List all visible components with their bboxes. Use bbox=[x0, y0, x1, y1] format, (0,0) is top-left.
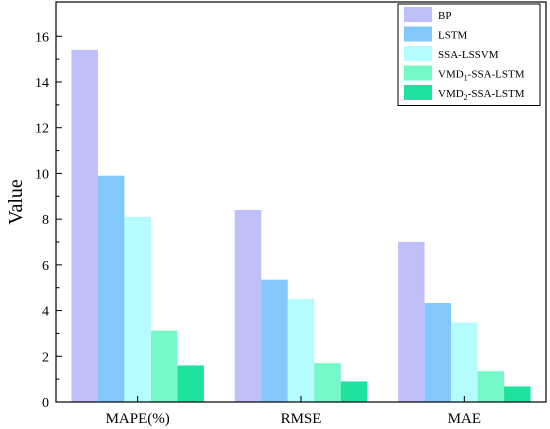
y-tick-label: 12 bbox=[35, 122, 49, 137]
x-tick-label: MAPE(%) bbox=[106, 411, 170, 427]
legend-label: LSTM bbox=[438, 30, 468, 42]
bar-4-0 bbox=[177, 365, 204, 402]
bar-2-2 bbox=[451, 322, 478, 402]
bar-1-0 bbox=[97, 175, 125, 402]
bar-3-1 bbox=[314, 363, 341, 402]
y-tick-label: 16 bbox=[35, 30, 49, 45]
x-tick-label: MAE bbox=[448, 411, 481, 427]
legend-swatch bbox=[404, 85, 432, 100]
legend: BP LSTM SSA-LSSVM VMD1-SSA-LSTM VMD2-SSA-LST… bbox=[397, 3, 541, 106]
legend-swatch bbox=[404, 46, 432, 61]
bar-1-1 bbox=[261, 279, 288, 402]
y-axis-ticks: 0 2 4 6 8 10 12 14 16 bbox=[35, 30, 62, 411]
bar-3-0 bbox=[150, 330, 178, 402]
bar-2-1 bbox=[287, 299, 315, 402]
y-tick-label: 8 bbox=[42, 213, 49, 228]
legend-label: VMD1-SSA-LSTM bbox=[438, 69, 525, 83]
bar-2-0 bbox=[124, 216, 151, 402]
y-tick-label: 14 bbox=[35, 76, 49, 91]
y-tick-label: 4 bbox=[42, 305, 49, 320]
bar-1-2 bbox=[424, 303, 452, 402]
y-tick-label: 0 bbox=[42, 396, 49, 411]
x-tick-label: RMSE bbox=[281, 411, 322, 427]
bar-0-2 bbox=[398, 242, 425, 402]
bar-0-0 bbox=[71, 50, 98, 402]
bar-0-1 bbox=[234, 210, 262, 402]
legend-label: SSA-LSSVM bbox=[438, 49, 499, 61]
y-tick-label: 10 bbox=[35, 167, 49, 182]
bars-layer bbox=[71, 50, 531, 402]
legend-swatch bbox=[404, 26, 432, 42]
y-axis-label: Value bbox=[5, 179, 27, 225]
bar-4-2 bbox=[504, 386, 531, 402]
y-tick-label: 2 bbox=[42, 350, 49, 365]
y-tick-label: 6 bbox=[42, 259, 49, 274]
x-axis-ticks: MAPE(%) RMSE MAE bbox=[106, 396, 481, 427]
legend-swatch bbox=[404, 65, 432, 81]
legend-label: BP bbox=[438, 10, 451, 22]
bar-3-2 bbox=[477, 371, 505, 402]
legend-label: VMD2-SSA-LSTM bbox=[438, 88, 525, 102]
legend-swatch bbox=[404, 7, 432, 22]
bar-4-1 bbox=[340, 381, 368, 402]
